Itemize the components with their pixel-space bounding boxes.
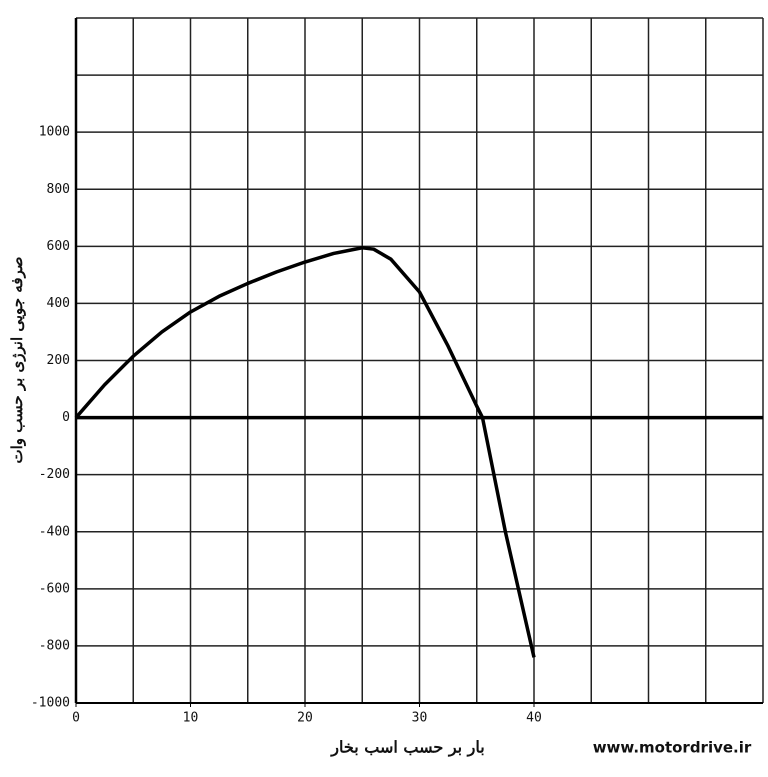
y-tick-label: 600 [47,239,70,254]
y-tick-label: -200 [39,467,70,482]
y-tick-label: 800 [47,182,70,197]
x-tick-label: 10 [183,711,199,726]
y-tick-label: 1000 [39,125,70,140]
y-tick-label: 0 [62,410,70,425]
x-tick-label: 0 [72,711,80,726]
x-tick-label: 30 [412,711,428,726]
y-tick-label: -600 [39,581,70,596]
line [74,246,536,658]
x-tick-label: 20 [297,711,313,726]
y-tick-label: 200 [47,353,70,368]
y-tick-label: -1000 [31,696,70,711]
x-tick-label: 40 [526,711,542,726]
x-axis-label: بار بر حسب اسب بخار [330,738,484,758]
y-tick-label: -800 [39,638,70,653]
y-tick-label: -400 [39,524,70,539]
y-axis-label: صرفه جویی انرژی بر حسب وات [8,256,26,463]
y-tick-label: 400 [47,296,70,311]
watermark: www.motordrive.ir [593,739,752,757]
